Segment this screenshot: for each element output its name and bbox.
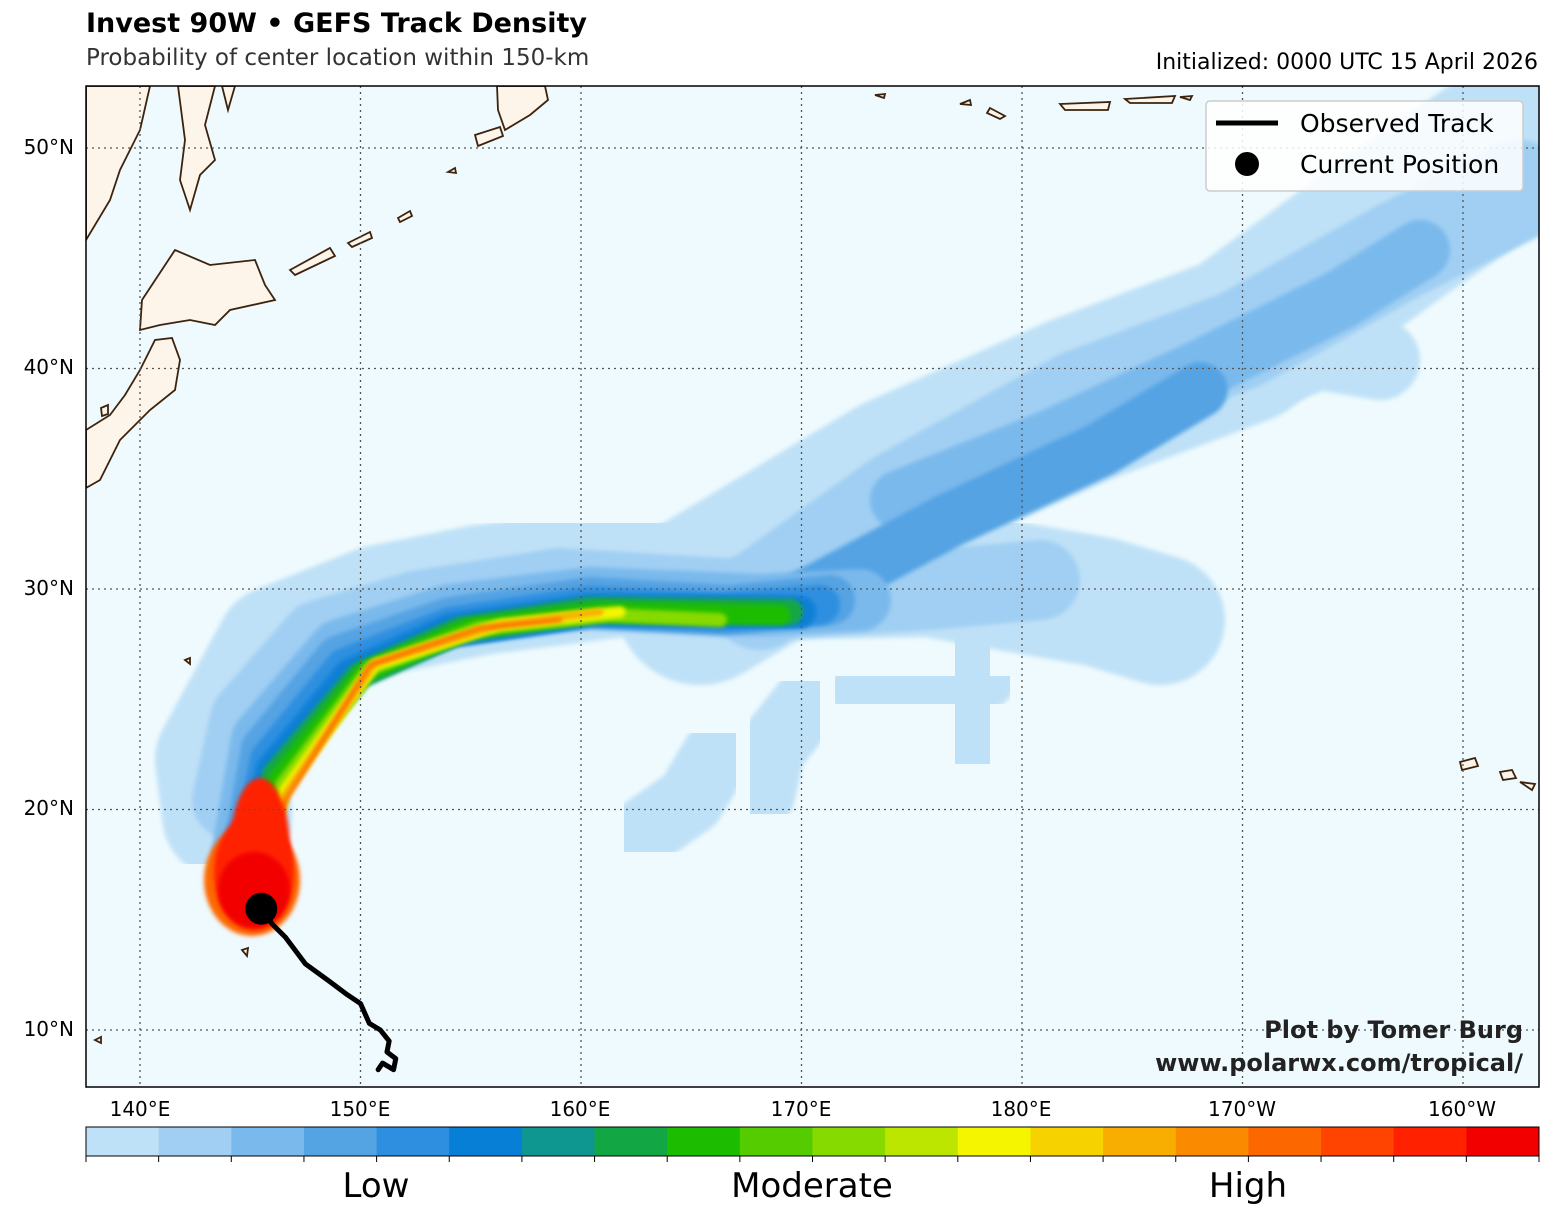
legend-current-position: Current Position [1300, 150, 1499, 179]
island [959, 98, 973, 107]
initialized-time: Initialized: 0000 UTC 15 April 2026 [1155, 50, 1538, 75]
gridlines [86, 86, 1539, 1087]
chart-title: Invest 90W • GEFS Track Density [86, 8, 587, 39]
lat-label-20: 20°N [24, 796, 74, 820]
colorbar-swatch [1321, 1127, 1395, 1156]
colorbar-swatch [594, 1127, 668, 1156]
lat-label-40: 40°N [24, 355, 74, 379]
credit-author: Plot by Tomer Burg [1264, 1016, 1523, 1044]
observed-track [258, 906, 399, 1073]
island [396, 209, 414, 224]
island [92, 1035, 102, 1045]
island [240, 946, 250, 959]
lon-label-140e: 140°E [110, 1097, 171, 1121]
colorbar-swatch [812, 1127, 886, 1156]
colorbar-swatch [521, 1127, 596, 1156]
legend-observed-track: Observed Track [1300, 109, 1494, 138]
colorbar-swatch [86, 1127, 160, 1156]
island [874, 92, 887, 100]
landmass [473, 125, 505, 148]
chart-subtitle: Probability of center location within 15… [86, 45, 590, 71]
lat-label-30: 30°N [24, 576, 74, 600]
island [445, 166, 458, 175]
colorbar-swatch [1393, 1127, 1467, 1156]
map-legend: Observed Track Current Position [1205, 100, 1524, 192]
colorbar-swatch [158, 1127, 232, 1156]
landmass [86, 337, 181, 490]
colorbar-label-high: High [1209, 1166, 1287, 1206]
colorbar-swatch [1466, 1127, 1540, 1156]
island [183, 656, 191, 666]
colorbar-swatch [1248, 1127, 1322, 1156]
current-position-swatch [1235, 152, 1259, 176]
current-position-marker [245, 892, 278, 925]
density-band [772, 362, 1228, 628]
lon-label-170w: 170°W [1208, 1097, 1276, 1121]
island [288, 246, 337, 277]
colorbar-swatch [739, 1127, 813, 1156]
island [1498, 769, 1518, 782]
colorbar-swatch [1030, 1127, 1104, 1156]
colorbar-swatch [1103, 1127, 1177, 1156]
land-masses [86, 86, 1537, 1045]
island [1122, 95, 1177, 104]
lat-label-10: 10°N [24, 1017, 74, 1041]
landmass [86, 86, 151, 242]
colorbar-swatch [376, 1127, 450, 1156]
landmass [139, 248, 277, 332]
island [100, 403, 109, 418]
landmass [221, 86, 236, 114]
track-density-field [155, 86, 1539, 936]
density-band [830, 650, 1015, 730]
lat-label-50: 50°N [24, 135, 74, 159]
colorbar-label-low: Low [343, 1166, 410, 1206]
density-band [605, 715, 755, 870]
colorbar-frame [85, 1126, 1540, 1157]
island [346, 230, 374, 249]
colorbar-swatch [449, 1127, 523, 1156]
colorbar-swatch [957, 1127, 1031, 1156]
credit-url: www.polarwx.com/tropical/ [1155, 1049, 1523, 1077]
colorbar-label-moderate: Moderate [731, 1166, 893, 1206]
lon-label-180e: 180°E [991, 1097, 1052, 1121]
island [985, 106, 1007, 121]
map-frame [85, 85, 1540, 1088]
lon-label-150e: 150°E [330, 1097, 391, 1121]
island [1179, 94, 1194, 102]
lon-label-170e: 170°E [771, 1097, 832, 1121]
colorbar-swatch [667, 1127, 741, 1156]
island [1058, 101, 1112, 111]
colorbar-swatch [1175, 1127, 1249, 1156]
lon-label-160w: 160°W [1428, 1097, 1496, 1121]
density-band [725, 665, 845, 830]
landmass [496, 86, 549, 132]
island [1519, 781, 1537, 792]
observed-track-layer [245, 892, 399, 1073]
colorbar-swatch [885, 1127, 959, 1156]
colorbar-swatch [231, 1127, 305, 1156]
colorbar [85, 1127, 1540, 1162]
island [1458, 756, 1480, 772]
lon-label-160e: 160°E [550, 1097, 611, 1121]
legend-box [1205, 100, 1524, 192]
colorbar-swatch [303, 1127, 378, 1156]
landmass [177, 86, 217, 214]
